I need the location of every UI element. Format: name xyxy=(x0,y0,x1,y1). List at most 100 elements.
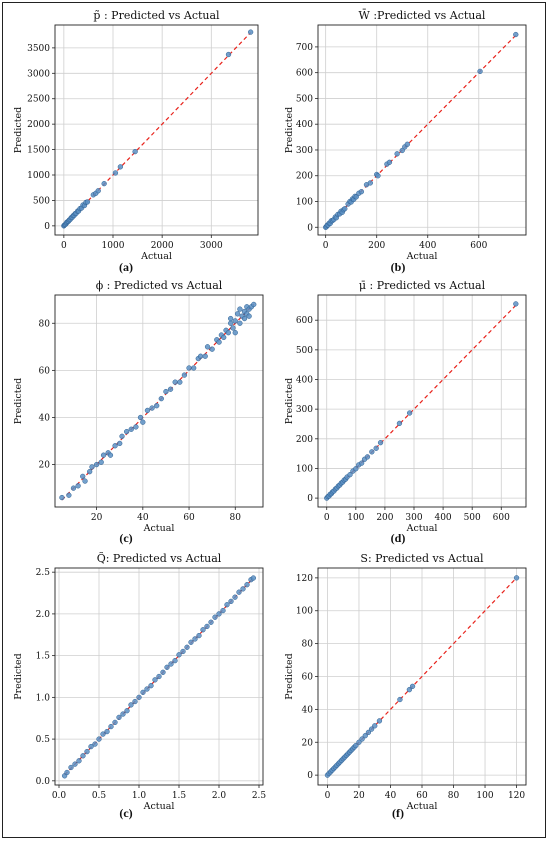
data-point xyxy=(204,623,210,630)
y-tick-label: 1500 xyxy=(27,146,50,156)
y-axis-label: Predicted xyxy=(284,378,295,425)
x-tick-label: 80 xyxy=(448,791,460,801)
data-point xyxy=(137,414,144,421)
data-point xyxy=(373,445,379,451)
data-point xyxy=(184,644,190,650)
x-tick-label: 0 xyxy=(61,241,67,251)
data-point xyxy=(68,764,74,771)
data-point xyxy=(225,330,231,336)
data-point xyxy=(221,334,227,341)
data-point xyxy=(144,686,150,692)
data-point xyxy=(513,31,519,38)
x-tick-label: 20 xyxy=(91,513,103,523)
data-point xyxy=(75,483,81,489)
data-point xyxy=(70,485,77,491)
data-point xyxy=(376,718,383,724)
data-point xyxy=(186,365,192,371)
y-tick-label: 3000 xyxy=(27,69,50,79)
data-point xyxy=(163,388,169,395)
data-point xyxy=(208,619,214,625)
y-tick-label: 40 xyxy=(39,413,51,423)
data-point xyxy=(101,180,107,187)
y-tick-label: 2000 xyxy=(27,120,50,130)
x-tick-label: 0 xyxy=(325,791,331,801)
x-axis-label: Actual xyxy=(406,523,438,534)
data-point xyxy=(107,452,114,458)
data-point xyxy=(104,728,110,735)
x-tick-label: 1.5 xyxy=(172,791,187,801)
data-point xyxy=(228,598,234,605)
x-tick-label: 20 xyxy=(353,791,365,801)
data-point xyxy=(216,339,222,345)
data-point xyxy=(397,696,403,703)
data-point xyxy=(96,736,102,742)
axes-frame xyxy=(317,24,527,236)
data-point xyxy=(191,365,197,371)
data-point xyxy=(204,344,211,350)
axes-frame xyxy=(317,294,527,508)
x-tick-label: 40 xyxy=(385,791,397,801)
data-point xyxy=(196,632,202,639)
data-point xyxy=(172,657,178,664)
data-point xyxy=(347,472,353,478)
x-tick-label: 600 xyxy=(493,513,510,523)
axes-frame xyxy=(54,294,264,508)
x-axis-label: Actual xyxy=(143,523,175,534)
x-tick-label: 400 xyxy=(419,241,436,251)
data-point xyxy=(369,449,375,455)
y-tick-label: 1.5 xyxy=(36,652,51,662)
y-tick-label: 0 xyxy=(44,222,50,232)
data-point xyxy=(123,428,130,435)
panel-caption: (b) xyxy=(390,260,406,274)
data-point xyxy=(227,320,234,326)
data-point xyxy=(98,459,104,465)
data-point xyxy=(149,405,155,411)
data-point xyxy=(156,673,162,680)
data-point xyxy=(513,575,520,581)
x-axis-label: Actual xyxy=(406,801,438,812)
data-point xyxy=(72,761,78,767)
y-tick-label: 0 xyxy=(307,223,313,233)
data-point xyxy=(212,614,218,620)
data-point xyxy=(353,194,359,200)
data-point xyxy=(367,180,373,186)
x-tick-label: 200 xyxy=(368,241,385,251)
y-tick-label: 400 xyxy=(296,376,313,386)
y-tick-label: 20 xyxy=(39,461,51,471)
data-point xyxy=(216,611,222,617)
data-point xyxy=(59,494,65,501)
data-point xyxy=(372,723,378,729)
data-point xyxy=(120,711,126,717)
data-point xyxy=(132,148,138,155)
chart-title: p̃ : Predicted vs Actual xyxy=(93,9,220,22)
data-point xyxy=(88,743,94,750)
data-point xyxy=(112,719,118,726)
data-point xyxy=(128,702,134,708)
data-point xyxy=(359,736,365,742)
data-point xyxy=(181,372,188,378)
data-point xyxy=(82,478,88,484)
axes-frame xyxy=(54,567,264,786)
data-point xyxy=(396,420,403,427)
panel-caption: (c) xyxy=(119,806,133,820)
y-tick-label: 500 xyxy=(296,346,313,356)
chart-title: S: Predicted vs Actual xyxy=(360,552,484,565)
chart-panel-3: 20 40 60 80 20 40 60 80 ϕ : Predicted vs Actual A… xyxy=(13,279,264,534)
data-point xyxy=(160,669,166,675)
data-point xyxy=(246,313,252,319)
x-tick-label: 500 xyxy=(464,513,481,523)
x-tick-label: 40 xyxy=(137,513,149,523)
data-point xyxy=(80,753,86,759)
data-point xyxy=(76,758,82,764)
data-point xyxy=(172,379,178,385)
data-point xyxy=(177,379,183,385)
x-tick-label: 300 xyxy=(405,513,422,523)
y-axis-label: Predicted xyxy=(13,378,24,425)
axes-frame xyxy=(54,24,259,236)
panel-caption: (f) xyxy=(392,806,404,820)
data-point xyxy=(140,419,146,425)
data-point xyxy=(180,648,186,655)
data-point xyxy=(353,466,359,472)
panel-caption: (a) xyxy=(119,260,133,274)
